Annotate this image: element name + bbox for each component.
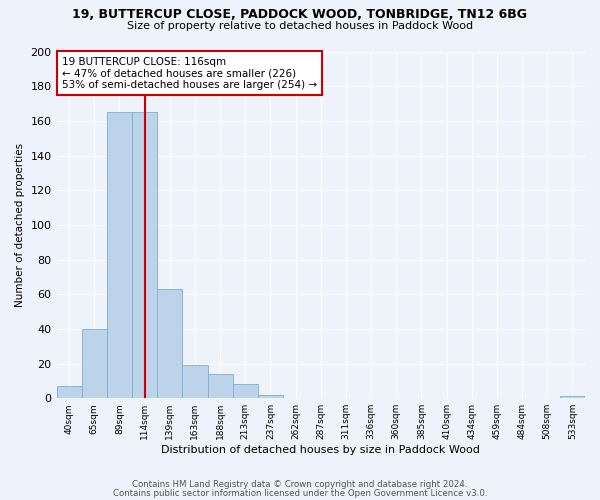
Text: Contains public sector information licensed under the Open Government Licence v3: Contains public sector information licen…	[113, 488, 487, 498]
Bar	[132, 112, 157, 398]
Bar	[157, 289, 182, 398]
Bar	[182, 366, 208, 398]
Bar	[82, 329, 107, 398]
Y-axis label: Number of detached properties: Number of detached properties	[15, 143, 25, 307]
Bar	[107, 112, 132, 398]
Bar	[208, 374, 233, 398]
Text: Contains HM Land Registry data © Crown copyright and database right 2024.: Contains HM Land Registry data © Crown c…	[132, 480, 468, 489]
Text: 19 BUTTERCUP CLOSE: 116sqm
← 47% of detached houses are smaller (226)
53% of sem: 19 BUTTERCUP CLOSE: 116sqm ← 47% of deta…	[62, 56, 317, 90]
Bar	[233, 384, 258, 398]
Bar	[56, 386, 82, 398]
Bar	[258, 394, 283, 398]
Bar	[560, 396, 585, 398]
Text: Size of property relative to detached houses in Paddock Wood: Size of property relative to detached ho…	[127, 21, 473, 31]
Text: 19, BUTTERCUP CLOSE, PADDOCK WOOD, TONBRIDGE, TN12 6BG: 19, BUTTERCUP CLOSE, PADDOCK WOOD, TONBR…	[73, 8, 527, 20]
X-axis label: Distribution of detached houses by size in Paddock Wood: Distribution of detached houses by size …	[161, 445, 480, 455]
